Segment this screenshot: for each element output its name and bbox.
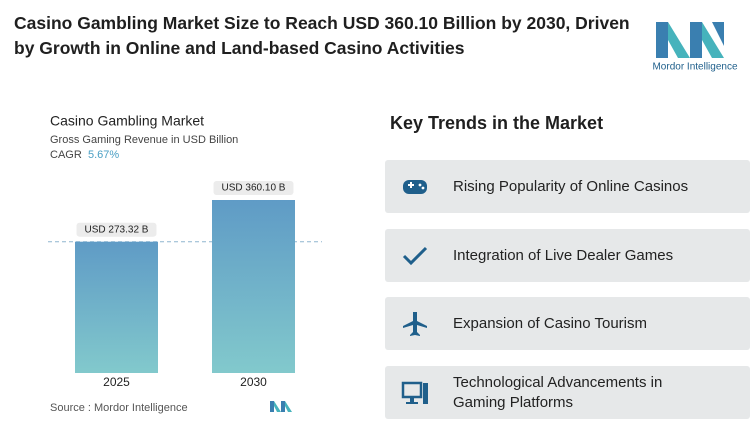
- x-tick-label: 2025: [103, 375, 130, 389]
- trend-card: Expansion of Casino Tourism: [385, 297, 750, 350]
- trend-icon: [402, 246, 428, 266]
- trend-text: Technological Advancements in Gaming Pla…: [453, 373, 663, 411]
- page-title: Casino Gambling Market Size to Reach USD…: [14, 13, 630, 58]
- cagr-label: CAGR: [50, 149, 82, 161]
- logo: [656, 22, 724, 58]
- trend-icon: [401, 381, 428, 404]
- logo-text: Mordor Intelligence: [652, 62, 737, 73]
- small-logo: [270, 401, 292, 412]
- trend-card: Integration of Live Dealer Games: [385, 229, 750, 282]
- value-label-box: [213, 181, 294, 195]
- trends-title: Key Trends in the Market: [390, 113, 603, 133]
- value-label: USD 360.10 B: [222, 183, 286, 194]
- trend-icon: [403, 180, 427, 194]
- trend-text: Rising Popularity of Online Casinos: [453, 177, 689, 195]
- value-label-box: [76, 222, 157, 237]
- x-tick-label: 2030: [240, 375, 267, 389]
- trend-card: Technological Advancements in Gaming Pla…: [385, 366, 750, 419]
- source: Source : Mordor Intelligence: [50, 402, 188, 414]
- bar: [75, 241, 158, 373]
- chart-title: Casino Gambling Market: [50, 113, 204, 129]
- chart-subtitle: Gross Gaming Revenue in USD Billion: [50, 134, 238, 146]
- trend-icon: [403, 312, 427, 336]
- cagr-value: 5.67%: [88, 149, 119, 161]
- trend-card: Rising Popularity of Online Casinos: [385, 160, 750, 213]
- bar: [212, 200, 295, 373]
- value-label: USD 273.32 B: [85, 224, 149, 235]
- trend-text: Integration of Live Dealer Games: [453, 246, 674, 264]
- trend-text: Expansion of Casino Tourism: [453, 314, 647, 332]
